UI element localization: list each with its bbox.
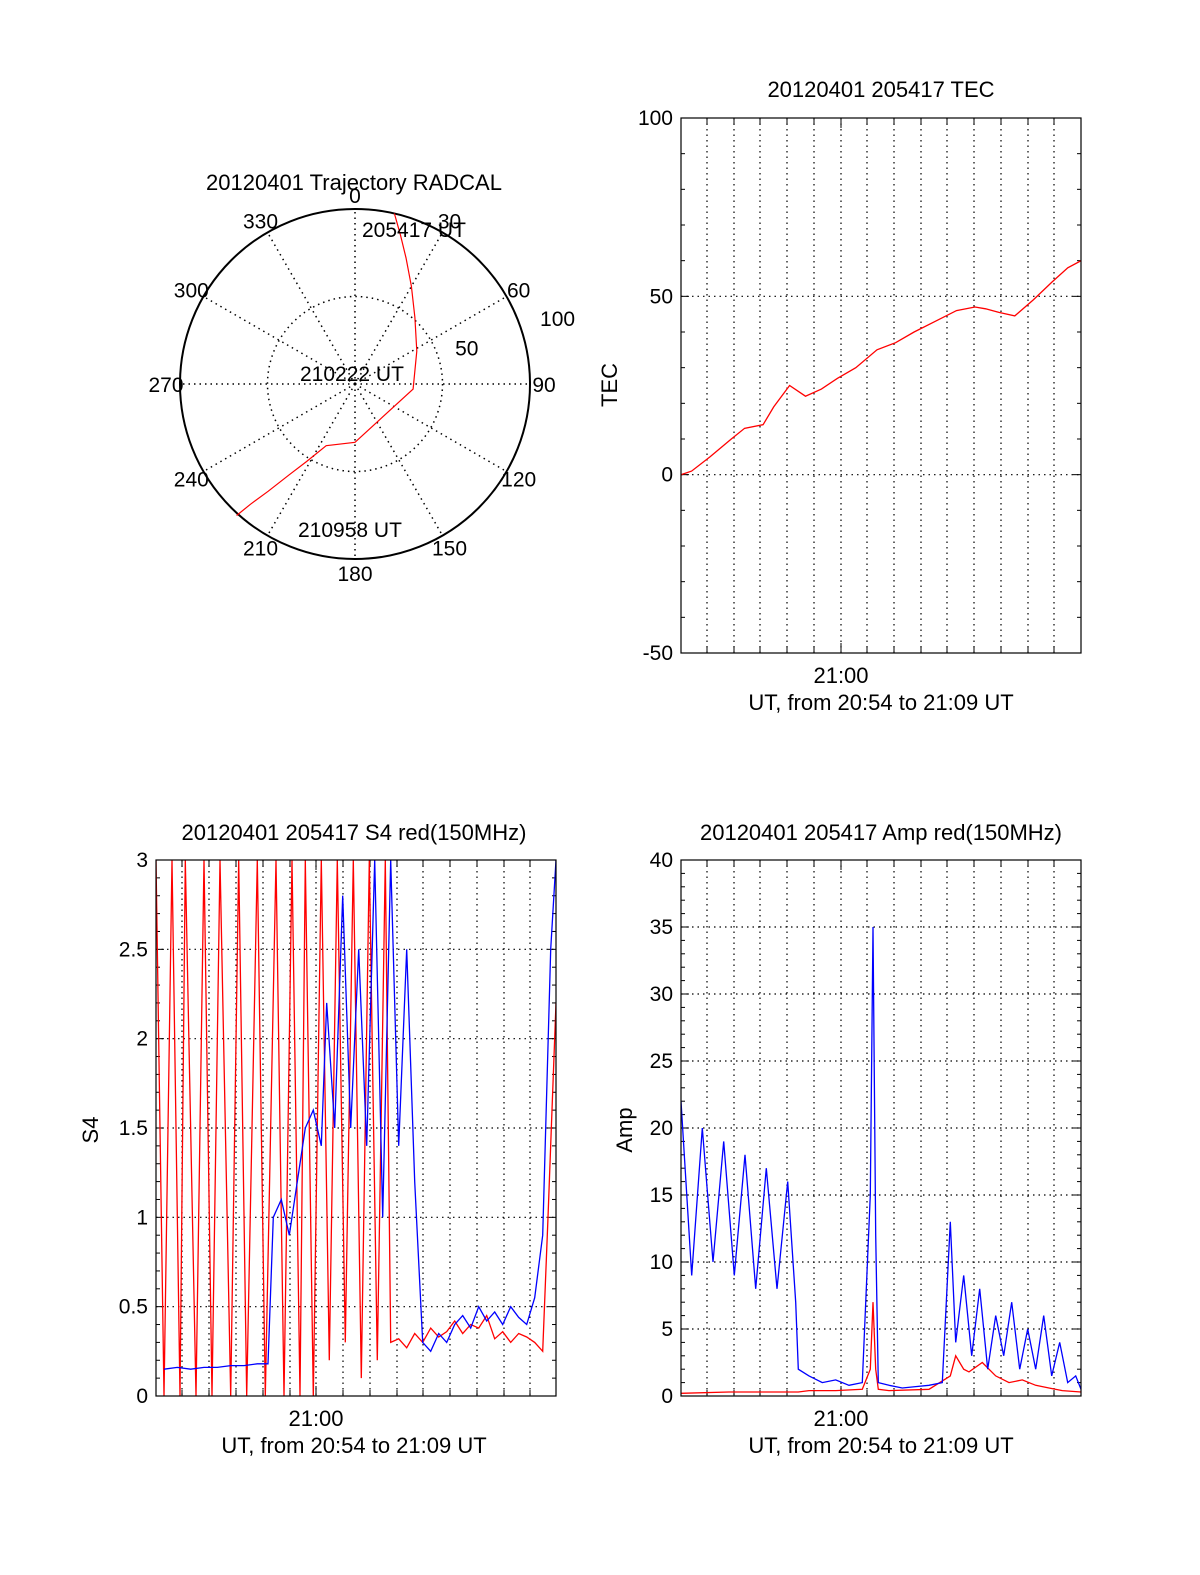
- s4-ylabel: S4: [78, 1117, 103, 1144]
- s4-ytick-label: 0.5: [119, 1296, 148, 1319]
- s4-title: 20120401 205417 S4 red(150MHz): [182, 820, 527, 845]
- polar-azimuth-label: 300: [174, 280, 209, 303]
- polar-azimuth-labels: 0 30 60 90 120 150 180 210 240 270 300 330: [148, 185, 555, 586]
- s4-xtick: 21:00: [288, 1406, 343, 1431]
- polar-radial-label: 100: [540, 308, 575, 331]
- polar-trajectory: [236, 213, 418, 516]
- amp-ytick-label: 30: [650, 983, 673, 1006]
- amp-series-blue: [681, 926, 1081, 1390]
- polar-azimuth-label: 90: [532, 374, 555, 397]
- amp-frame: [680, 859, 1082, 1397]
- tec-ytick-label: 100: [638, 107, 673, 130]
- tec-title: 20120401 205417 TEC: [767, 77, 994, 102]
- polar-spoke-150: [354, 383, 444, 536]
- s4-series-group: [156, 860, 556, 1396]
- amp-plot-area: 0 5 10 15 20 25 30 35 40: [650, 849, 1082, 1408]
- polar-azimuth-label: 330: [243, 210, 278, 233]
- tec-frame: [680, 117, 1082, 654]
- polar-grid: [179, 208, 531, 560]
- s4-ytick-label: 1.5: [119, 1117, 148, 1140]
- amp-ytick-label: 35: [650, 916, 673, 939]
- tec-series-group: [681, 260, 1081, 476]
- polar-ring-50: [266, 295, 444, 473]
- polar-azimuth-label: 60: [507, 280, 530, 303]
- s4-frame: [155, 859, 557, 1397]
- s4-ytick-label: 3: [136, 849, 148, 872]
- s4-ytick-label: 2: [136, 1028, 148, 1051]
- s4-series-blue: [163, 860, 556, 1370]
- amp-ytick-label: 25: [650, 1050, 673, 1073]
- tec-ytick-label: 0: [661, 464, 673, 487]
- polar-azimuth-label: 180: [337, 563, 372, 586]
- amp-series-group: [681, 926, 1081, 1394]
- polar-title: 20120401 Trajectory RADCAL: [206, 170, 502, 195]
- polar-azimuth-label: 270: [148, 374, 183, 397]
- tec-ytick-label: -50: [643, 642, 673, 665]
- polar-spoke-240: [203, 383, 356, 473]
- tec-ytick-label: 50: [650, 285, 673, 308]
- s4-ytick-label: 1: [136, 1206, 148, 1229]
- amp-ylabel: Amp: [612, 1107, 637, 1152]
- tec-xlabel: UT, from 20:54 to 21:09 UT: [748, 690, 1013, 715]
- polar-azimuth-label: 30: [438, 210, 461, 233]
- polar-azimuth-label: 210: [243, 538, 278, 561]
- tec-plot-area: -50 0 50 100: [638, 107, 1082, 665]
- amp-xlabel: UT, from 20:54 to 21:09 UT: [748, 1433, 1013, 1458]
- polar-azimuth-label: 0: [349, 185, 361, 208]
- amp-ytick-label: 20: [650, 1117, 673, 1140]
- polar-radial-label: 50: [455, 338, 478, 361]
- amp-ytick-label: 5: [661, 1318, 673, 1341]
- s4-ytick-label: 2.5: [119, 938, 148, 961]
- amp-xtick: 21:00: [813, 1406, 868, 1431]
- polar-trajectory-line: [236, 213, 418, 516]
- tec-series-red: [681, 260, 1081, 476]
- amp-ytick-label: 10: [650, 1251, 673, 1274]
- polar-azimuth-label: 150: [432, 538, 467, 561]
- amp-ytick-label: 15: [650, 1184, 673, 1207]
- s4-plot-area: 0 0.5 1 1.5 2 2.5 3: [119, 849, 557, 1408]
- polar-azimuth-label: 240: [174, 469, 209, 492]
- s4-series-red: [156, 860, 556, 1396]
- amp-title: 20120401 205417 Amp red(150MHz): [700, 820, 1062, 845]
- polar-radial-labels: 50 100: [455, 308, 575, 361]
- amp-series-red: [681, 1302, 1081, 1394]
- polar-end-annotation: 210958 UT: [298, 519, 402, 542]
- polar-spoke-120: [354, 383, 507, 473]
- amp-panel: 20120401 205417 Amp red(150MHz) 0 5 10 15 20…: [612, 820, 1082, 1458]
- s4-ytick-label: 0: [136, 1385, 148, 1408]
- polar-outer-circle: [179, 208, 531, 560]
- polar-start-annotation: 205417 UT: [362, 219, 466, 242]
- amp-ytick-label: 0: [661, 1385, 673, 1408]
- polar-panel: 20120401 Trajectory RADCAL 0 30 60 90 120 150…: [148, 170, 575, 586]
- polar-spoke-330: [266, 232, 356, 385]
- amp-ytick-label: 40: [650, 849, 673, 872]
- tec-xtick: 21:00: [813, 663, 868, 688]
- polar-azimuth-label: 120: [501, 469, 536, 492]
- s4-panel: 20120401 205417 S4 red(150MHz) 0 0.5 1 1.5 2…: [78, 820, 557, 1458]
- polar-spoke-210: [266, 383, 356, 536]
- polar-middle-annotation: 210222 UT: [300, 363, 404, 386]
- s4-xlabel: UT, from 20:54 to 21:09 UT: [221, 1433, 486, 1458]
- tec-ylabel: TEC: [597, 363, 622, 407]
